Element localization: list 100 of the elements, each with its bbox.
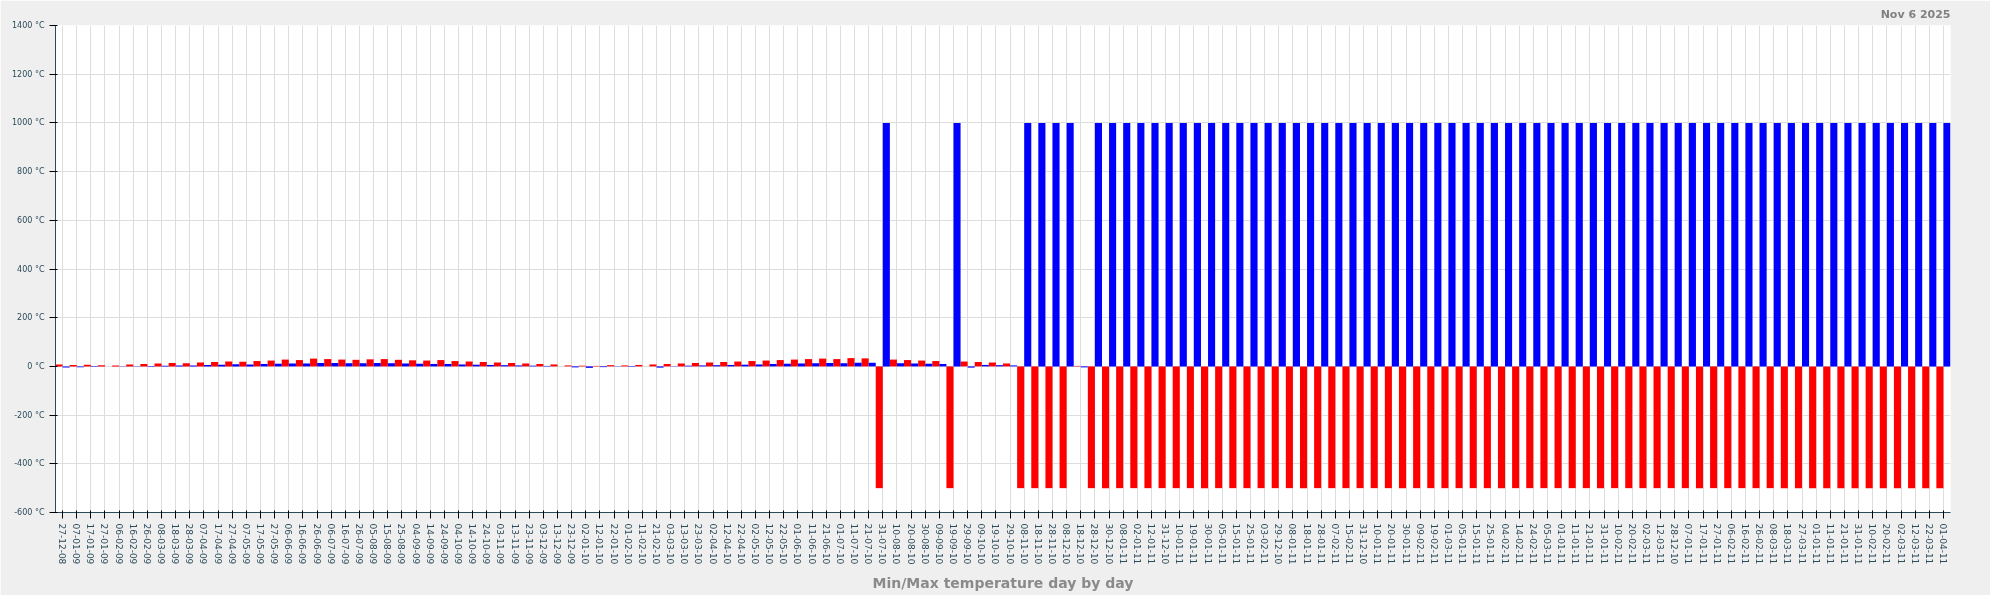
x-tick-label: 27-01-09 bbox=[99, 523, 110, 565]
bar bbox=[1823, 366, 1831, 489]
x-tick-label: 31-12-10 bbox=[1160, 523, 1171, 565]
bar bbox=[1851, 366, 1859, 489]
x-tick-label: 26-02-11 bbox=[1754, 523, 1765, 565]
bar bbox=[1384, 366, 1392, 489]
x-tick-label: 15-02-11 bbox=[1343, 523, 1354, 565]
bar bbox=[1858, 122, 1866, 367]
bar bbox=[1639, 366, 1647, 489]
x-tick-label: 12-05-10 bbox=[764, 523, 775, 565]
bar bbox=[1066, 122, 1074, 367]
bar bbox=[1285, 366, 1293, 489]
x-tick-label: 18-01-11 bbox=[1301, 523, 1312, 565]
bar bbox=[1476, 122, 1484, 367]
bar bbox=[1398, 366, 1407, 489]
bar bbox=[840, 363, 848, 367]
x-tick-label: 09-02-11 bbox=[1414, 523, 1425, 565]
x-tick-label: 08-11-10 bbox=[1018, 523, 1029, 565]
x-tick-label: 01-01-11 bbox=[1810, 523, 1821, 565]
x-tick-label: 10-02-11 bbox=[1612, 523, 1623, 565]
bar bbox=[1363, 122, 1371, 367]
bar bbox=[1335, 122, 1343, 367]
x-tick-label: 29-09-10 bbox=[962, 523, 973, 565]
bar bbox=[1483, 366, 1491, 489]
bar bbox=[1773, 122, 1781, 367]
bar bbox=[1929, 122, 1937, 367]
x-tick-label: 02-03-11 bbox=[1895, 523, 1906, 565]
x-tick-label: 02-05-10 bbox=[750, 523, 761, 565]
bar bbox=[1710, 366, 1718, 489]
bar bbox=[1299, 366, 1308, 489]
x-tick-label: 05-01-11 bbox=[1457, 523, 1468, 565]
bar bbox=[1031, 366, 1039, 489]
bar bbox=[211, 362, 219, 367]
x-tick-label: 29-10-10 bbox=[1004, 523, 1015, 565]
x-tick-label: 06-02-11 bbox=[1725, 523, 1736, 565]
bar bbox=[1434, 122, 1442, 367]
y-tick-label: 1000 °C bbox=[12, 118, 45, 128]
y-tick-label: 200 °C bbox=[17, 313, 45, 323]
x-tick-label: 15-01-11 bbox=[1471, 523, 1482, 565]
bar bbox=[1186, 366, 1194, 489]
x-tick-label: 12-04-10 bbox=[721, 523, 732, 565]
bar bbox=[1342, 366, 1350, 489]
bar bbox=[1681, 366, 1689, 489]
bar bbox=[1915, 122, 1923, 367]
x-tick-label: 17-01-09 bbox=[85, 523, 96, 565]
x-tick-label: 27-01-11 bbox=[1711, 523, 1722, 565]
bar bbox=[1844, 122, 1852, 367]
bar bbox=[1003, 363, 1011, 367]
bar bbox=[1497, 366, 1506, 489]
bar bbox=[896, 363, 905, 367]
x-tick-label: 10-08-10 bbox=[891, 523, 902, 565]
x-tick-label: 02-01-11 bbox=[1131, 523, 1142, 565]
bar bbox=[861, 358, 869, 367]
bar bbox=[409, 360, 417, 367]
x-tick-label: 31-01-11 bbox=[1598, 523, 1609, 565]
bar bbox=[1024, 122, 1032, 367]
bar bbox=[1101, 366, 1110, 489]
bar bbox=[1519, 122, 1527, 367]
bar bbox=[1752, 366, 1760, 489]
bar bbox=[1568, 366, 1576, 489]
bar bbox=[1667, 366, 1675, 489]
bar bbox=[1257, 366, 1265, 489]
bar bbox=[932, 361, 940, 367]
x-tick-label: 07-02-11 bbox=[1329, 523, 1340, 565]
bar bbox=[387, 363, 395, 367]
x-tick-label: 12-01-10 bbox=[594, 523, 605, 565]
bar bbox=[1200, 366, 1209, 489]
bar bbox=[1137, 122, 1145, 367]
bar bbox=[1059, 366, 1067, 489]
x-tick-label: 17-04-09 bbox=[212, 523, 223, 565]
x-tick-label: 06-06-09 bbox=[283, 523, 294, 565]
x-tick-label: 18-03-09 bbox=[170, 523, 181, 565]
bar bbox=[1540, 366, 1548, 489]
bar bbox=[875, 366, 883, 489]
x-tick-label: 26-07-09 bbox=[354, 523, 365, 565]
x-tick-label: 11-01-11 bbox=[1570, 523, 1581, 565]
y-tick-label: 600 °C bbox=[17, 215, 45, 225]
x-tick-label: 11-01-11 bbox=[1824, 523, 1835, 565]
bar bbox=[1094, 122, 1102, 367]
x-tick-label: 26-06-09 bbox=[311, 523, 322, 565]
x-tick-label: 25-01-11 bbox=[1244, 523, 1255, 565]
x-tick-label: 19-09-10 bbox=[948, 523, 958, 565]
x-tick-label: 27-05-09 bbox=[269, 523, 280, 565]
bar bbox=[1604, 122, 1612, 367]
bar bbox=[1215, 366, 1223, 489]
text: Nov 6 2025 bbox=[1880, 7, 1951, 21]
x-tick-label: 27-12-08 bbox=[57, 523, 68, 565]
bar bbox=[1922, 366, 1930, 489]
x-tick-label: 12-01-11 bbox=[1145, 523, 1156, 565]
y-tick-label: 0 °C bbox=[27, 361, 45, 371]
x-tick-label: 03-02-11 bbox=[1259, 523, 1270, 565]
x-tick-label: 02-01-10 bbox=[580, 523, 591, 565]
bar bbox=[1625, 366, 1633, 489]
bar bbox=[380, 359, 388, 367]
bar bbox=[1130, 366, 1138, 489]
bar bbox=[953, 122, 961, 367]
bar bbox=[1250, 122, 1258, 367]
bar bbox=[1717, 122, 1725, 367]
x-tick-label: 04-02-11 bbox=[1499, 523, 1510, 565]
bar bbox=[1872, 122, 1880, 367]
